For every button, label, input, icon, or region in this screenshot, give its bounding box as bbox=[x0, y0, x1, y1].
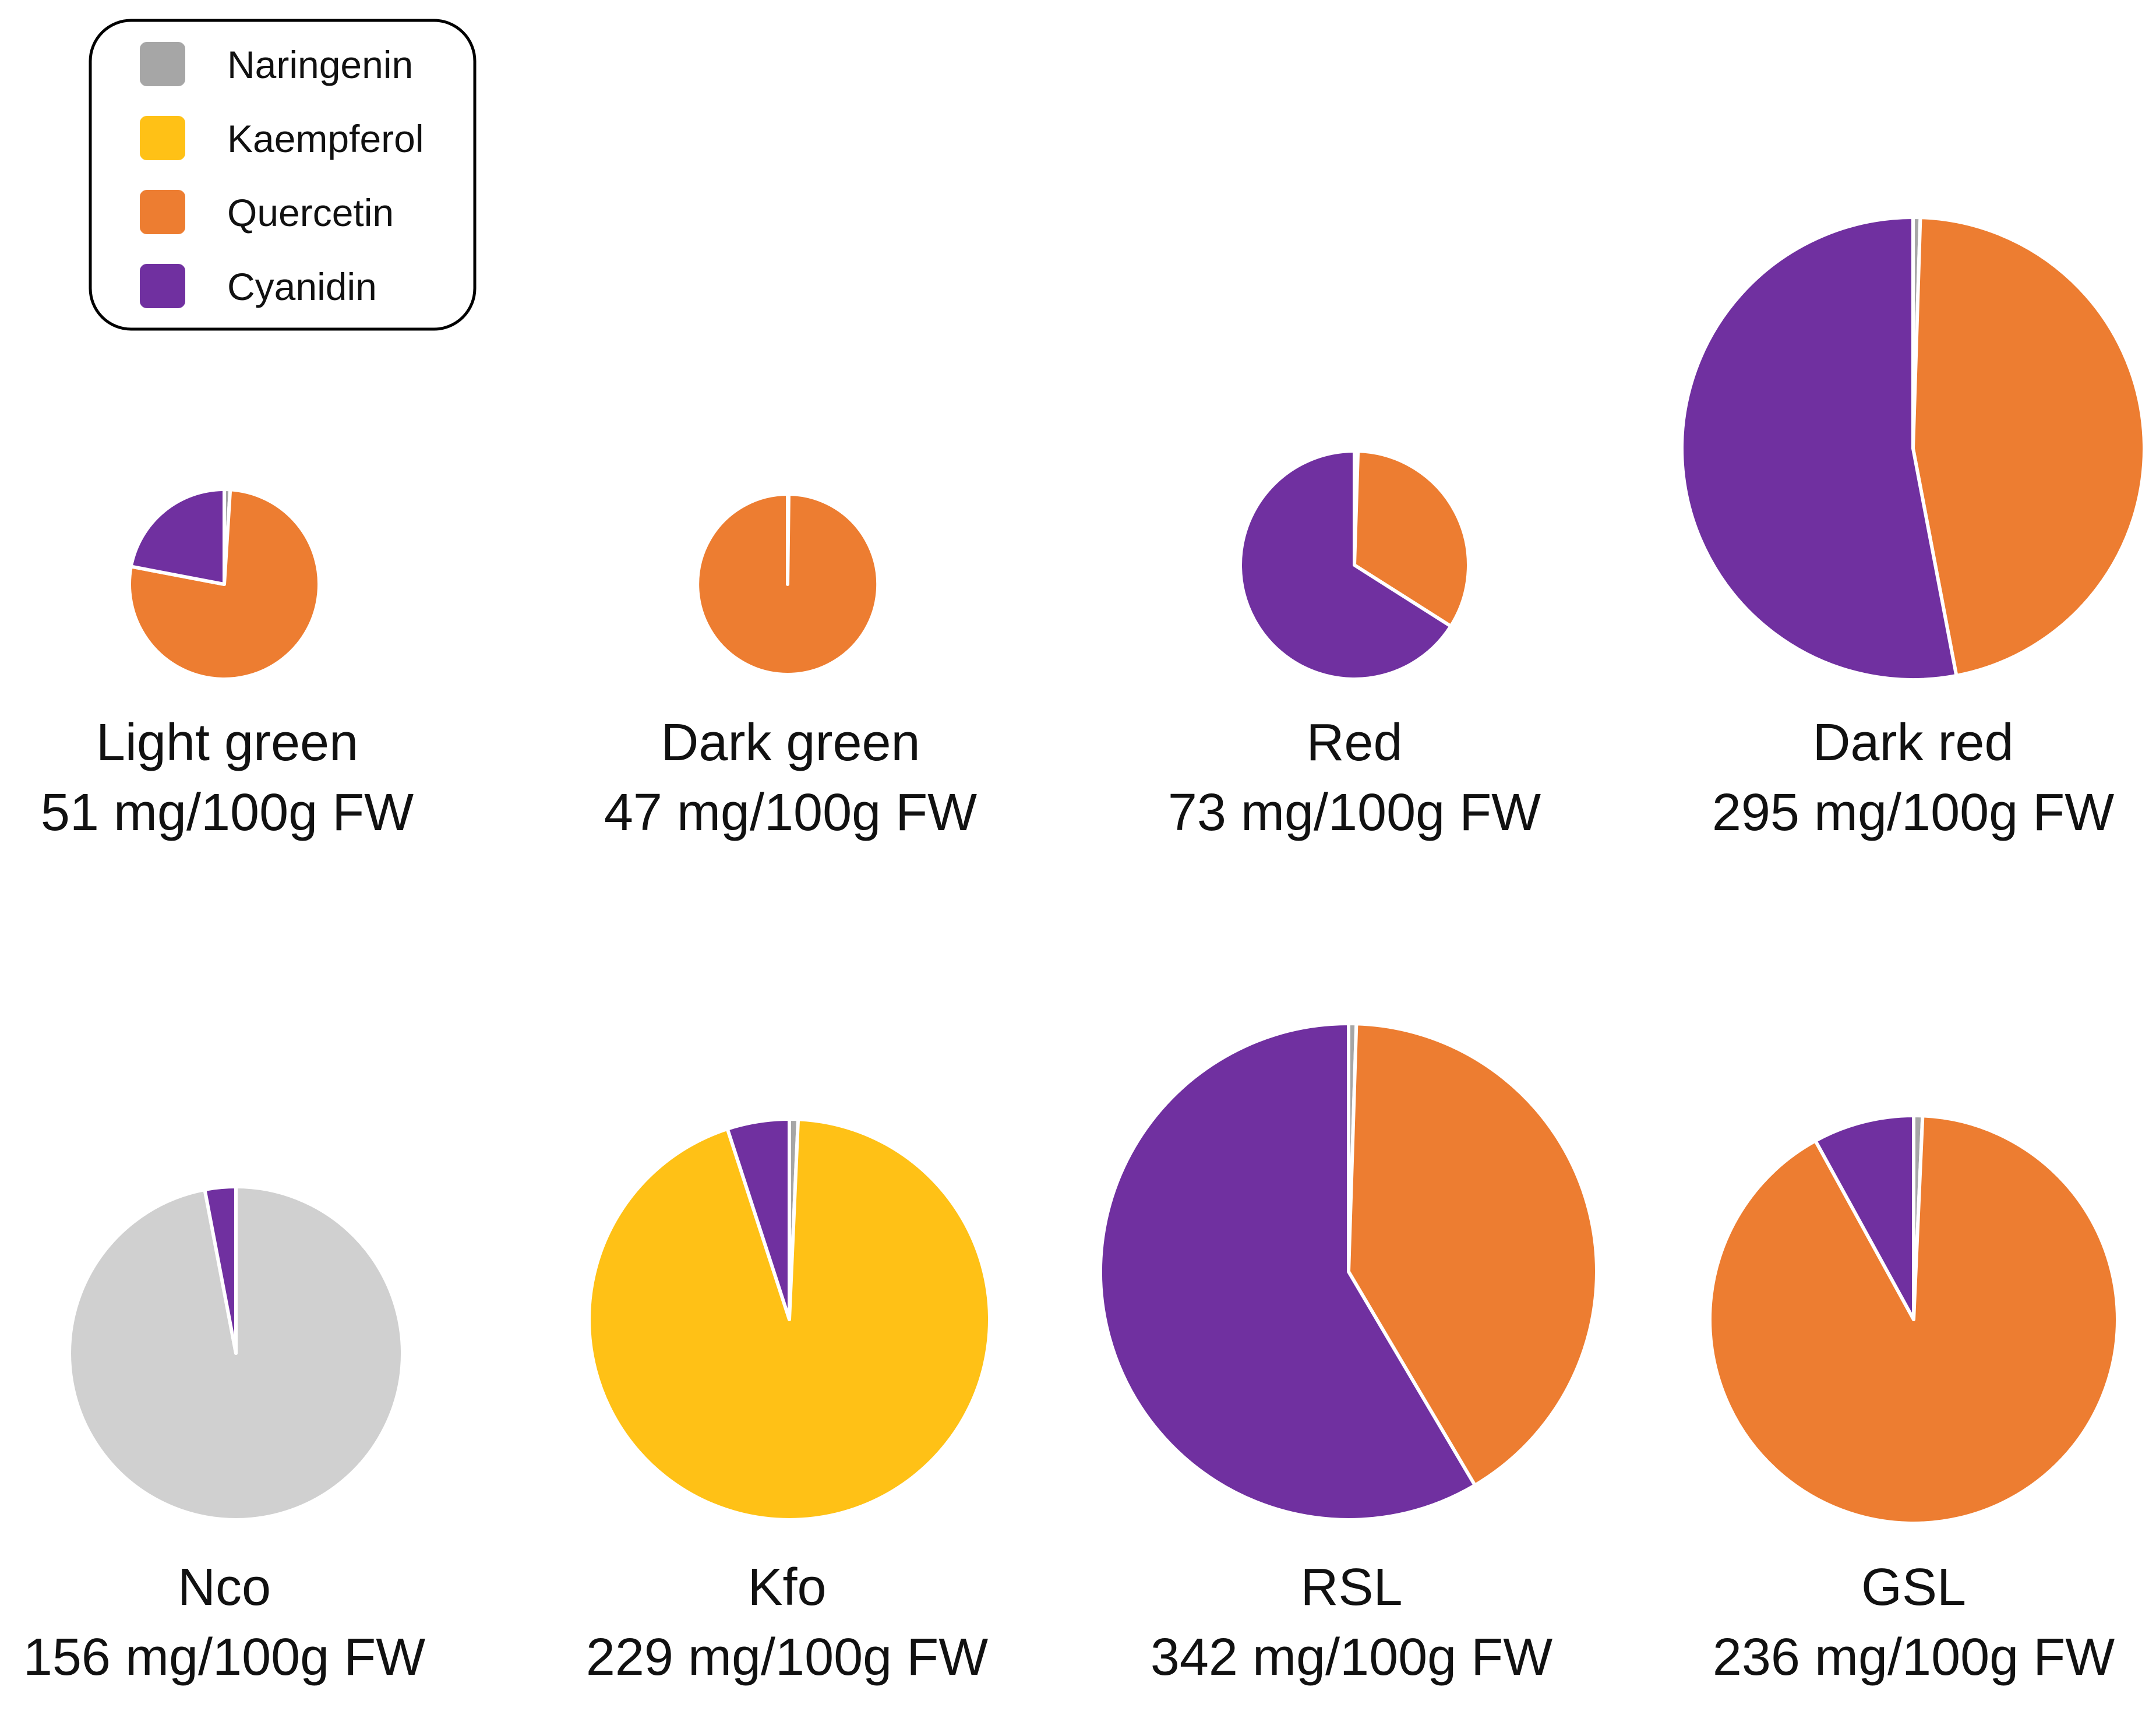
pie-title-nco: Nco bbox=[178, 1558, 271, 1617]
legend-label-quercetin: Quercetin bbox=[227, 191, 394, 234]
pie-total-dark-red: 295 mg/100g FW bbox=[1712, 784, 2114, 842]
pie-nco: Nco 156 mg/100g FW bbox=[23, 1185, 425, 1686]
pie-red: Red 73 mg/100g FW bbox=[1168, 449, 1541, 842]
pie-gsl: GSL 236 mg/100g FW bbox=[1707, 1114, 2119, 1686]
pie-slice-kfo-cyanidin bbox=[725, 1117, 791, 1321]
pie-total-gsl: 236 mg/100g FW bbox=[1713, 1628, 2115, 1686]
pie-title-kfo: Kfo bbox=[747, 1558, 826, 1617]
pie-total-red: 73 mg/100g FW bbox=[1168, 784, 1541, 842]
pie-title-dark-green: Dark green bbox=[661, 714, 920, 772]
pie-slice-red-cyanidin bbox=[1238, 449, 1453, 681]
legend-box bbox=[89, 19, 477, 331]
legend-label-naringenin: Naringenin bbox=[227, 43, 413, 86]
legend-swatch-kaempferol bbox=[140, 116, 185, 160]
legend-swatch-cyanidin bbox=[140, 264, 185, 308]
pie-total-rsl: 342 mg/100g FW bbox=[1151, 1628, 1552, 1686]
pie-title-dark-red: Dark red bbox=[1812, 714, 2013, 772]
pie-slice-dark-green-quercetin bbox=[696, 492, 880, 676]
legend-label-kaempferol: Kaempferol bbox=[227, 117, 424, 160]
pie-slice-light-green-cyanidin bbox=[129, 488, 226, 586]
pie-total-light-green: 51 mg/100g FW bbox=[41, 784, 414, 842]
pie-slice-dark-red-quercetin bbox=[1911, 216, 2146, 677]
pie-total-nco: 156 mg/100g FW bbox=[23, 1628, 425, 1686]
pie-slice-dark-red-cyanidin bbox=[1680, 216, 1959, 682]
pie-slice-gsl-cyanidin bbox=[1813, 1114, 1915, 1321]
pie-rsl: RSL 342 mg/100g FW bbox=[1099, 1022, 1599, 1686]
pies: Light green 51 mg/100g FW Dark green 47 mg/… bbox=[23, 216, 2146, 1686]
pie-slice-nco-cyanidin bbox=[203, 1185, 238, 1355]
pie-dark-red: Dark red 295 mg/100g FW bbox=[1680, 216, 2146, 842]
pie-slice-rsl-cyanidin bbox=[1099, 1022, 1477, 1522]
legend-label-cyanidin: Cyanidin bbox=[227, 265, 377, 308]
pie-title-gsl: GSL bbox=[1861, 1558, 1966, 1617]
legend: Naringenin Kaempferol Quercetin Cyanidin bbox=[89, 19, 477, 331]
pie-dark-green: Dark green 47 mg/100g FW bbox=[604, 492, 977, 842]
legend-swatch-quercetin bbox=[140, 190, 185, 234]
pie-title-rsl: RSL bbox=[1300, 1558, 1402, 1617]
pie-kfo: Kfo 229 mg/100g FW bbox=[586, 1117, 992, 1686]
pie-light-green: Light green 51 mg/100g FW bbox=[41, 487, 414, 842]
pie-title-red: Red bbox=[1306, 714, 1402, 772]
pie-total-dark-green: 47 mg/100g FW bbox=[604, 784, 977, 842]
pie-slice-rsl-quercetin bbox=[1347, 1022, 1599, 1487]
legend-swatch-naringenin bbox=[140, 42, 185, 86]
pie-total-kfo: 229 mg/100g FW bbox=[586, 1628, 988, 1686]
pie-title-light-green: Light green bbox=[96, 714, 358, 772]
